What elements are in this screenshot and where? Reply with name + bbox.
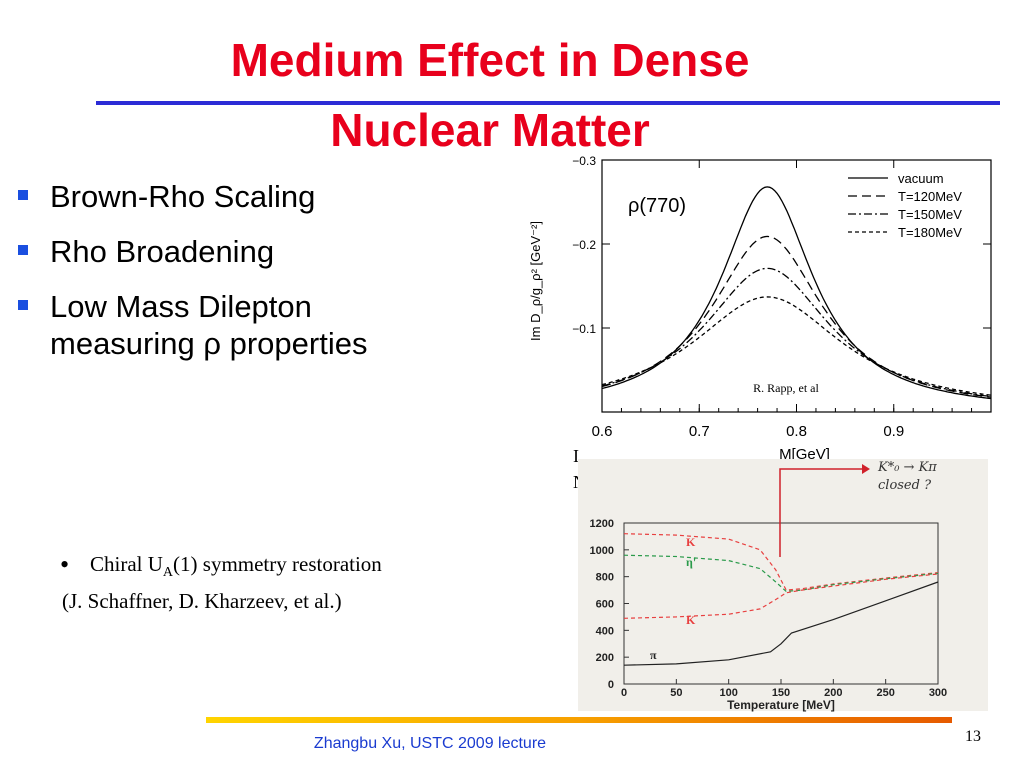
rho-spectral-chart: 0.6 0.7 0.8 0.9 −0.1 −0.2 −0.3 M[GeV] Im D_ρ/g_ρ…: [528, 154, 992, 460]
y-tick-label: −0.2: [572, 238, 596, 252]
legend-label: T=180MeV: [898, 225, 962, 240]
series-label: K: [686, 535, 696, 549]
bullet-item: Low Mass Dilepton: [14, 288, 484, 325]
chiral-subscript: A: [162, 565, 174, 581]
series-line: [623, 573, 939, 619]
mass-temperature-photo: [578, 459, 988, 711]
bullet-list: Brown-Rho Scaling Rho Broadening Low Mas…: [14, 178, 484, 380]
y-tick-label: 400: [596, 625, 614, 637]
y-tick-label: 0: [608, 679, 614, 691]
legend-label: T=150MeV: [898, 207, 962, 222]
x-tick-label: 0.7: [689, 423, 710, 440]
bullet-text: Low Mass Dilepton: [50, 289, 312, 324]
bullet-text: Brown-Rho Scaling: [50, 179, 316, 214]
x-axis-label: Temperature [MeV]: [727, 698, 835, 712]
bullet-item-continuation: measuring ρ properties: [14, 325, 484, 362]
bullet-square-icon: [18, 190, 28, 200]
chart-title: ρ(770): [628, 195, 686, 217]
slide-title-line2: Nuclear Matter: [330, 104, 650, 156]
x-tick-label: 0.6: [592, 423, 613, 440]
y-tick-label: 800: [596, 572, 614, 584]
annotation: R. Rapp, et al: [753, 381, 819, 395]
series-label: η': [686, 555, 696, 569]
chiral-rest: (1) symmetry restoration: [173, 552, 382, 576]
x-tick-label: 200: [824, 687, 842, 699]
slide-title-line1: Medium Effect in Dense: [230, 34, 750, 86]
plot-frame: [623, 522, 939, 685]
series-line: [601, 235, 992, 398]
x-tick-label: 50: [670, 687, 682, 699]
x-tick-label: 250: [876, 687, 894, 699]
bullet-item: Rho Broadening: [14, 233, 484, 270]
series-line: [623, 581, 939, 666]
y-axis-label: Im D_ρ/g_ρ² [GeV⁻²]: [528, 221, 543, 341]
x-tick-label: 0: [621, 687, 627, 699]
chiral-reference: (J. Schaffner, D. Kharzeev, et al.): [62, 589, 342, 614]
chiral-text: Chiral U: [90, 552, 163, 576]
legend-label: vacuum: [898, 171, 944, 186]
y-tick-label: −0.3: [572, 154, 596, 168]
bullet-item: Brown-Rho Scaling: [14, 178, 484, 215]
x-tick-label: 150: [772, 687, 790, 699]
handwritten-note: K*₀ → Kπ: [877, 460, 937, 475]
chiral-note: • Chiral UA(1) symmetry restoration (J. …: [60, 550, 382, 614]
arrow-head-icon: [862, 464, 870, 474]
title-rule: [96, 101, 1000, 105]
partial-text: I: [573, 446, 579, 466]
x-axis-label: M[GeV]: [779, 446, 830, 460]
mass-temperature-chart: 0 50 100 150 200 250 300 0 200 400 600 800 1000 1200 T…: [590, 460, 948, 712]
page-number: 13: [965, 728, 981, 745]
legend-label: T=120MeV: [898, 189, 962, 204]
bullet-square-icon: [18, 245, 28, 255]
y-tick-label: 1200: [590, 518, 614, 530]
y-tick-label: 200: [596, 652, 614, 664]
series-label: K: [686, 613, 696, 627]
y-tick-label: 600: [596, 599, 614, 611]
series-line: [601, 296, 992, 396]
x-tick-label: 300: [929, 687, 947, 699]
footer-bar: [206, 717, 952, 723]
annotation-arrow: [779, 468, 862, 557]
bullet-text: Rho Broadening: [50, 234, 275, 269]
x-tick-label: 0.8: [786, 423, 807, 440]
chiral-line: Chiral UA(1) symmetry restoration: [64, 552, 382, 581]
footer-text: Zhangbu Xu, USTC 2009 lecture: [313, 735, 547, 752]
series-line: [623, 533, 939, 591]
y-tick-label: 1000: [590, 545, 614, 557]
handwritten-note: closed ?: [878, 478, 932, 493]
bullet-text: measuring ρ properties: [50, 326, 368, 361]
bullet-dot-icon: •: [60, 550, 70, 579]
y-tick-label: −0.1: [572, 322, 596, 336]
bullet-square-icon: [18, 300, 28, 310]
x-tick-label: 0.9: [883, 423, 904, 440]
series-label: π: [650, 648, 657, 662]
series-line: [601, 267, 992, 398]
x-tick-label: 100: [719, 687, 737, 699]
series-line: [623, 554, 939, 593]
